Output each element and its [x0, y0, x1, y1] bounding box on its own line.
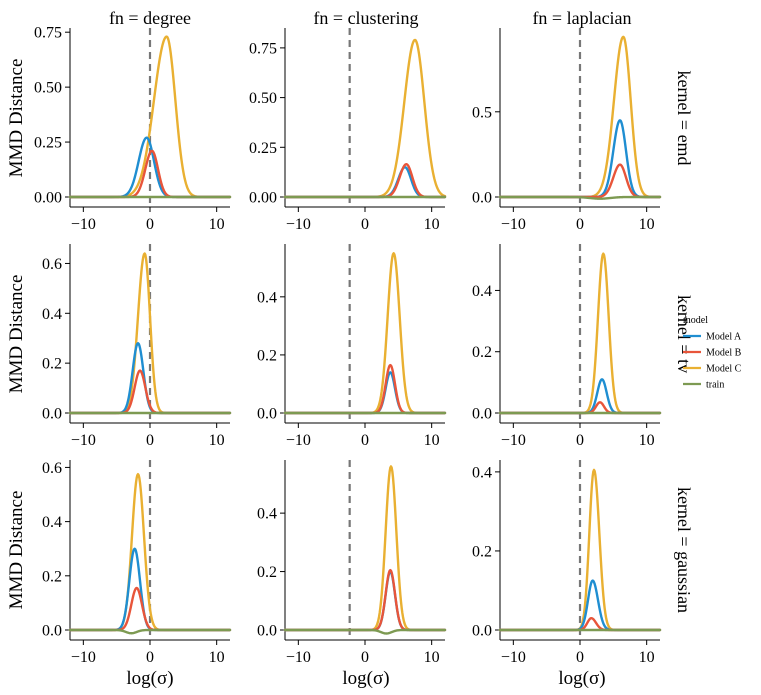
- panel-r2-c1-x-tick-label-1: 0: [146, 432, 154, 449]
- panel-r1-c2-y-tick-label-1: 0.25: [249, 140, 277, 157]
- panel-r2-c2-series-model-c: [283, 252, 447, 415]
- panel-r2-c2-y-tick-label-0: 0.0: [257, 406, 277, 423]
- panel-r1-c3-y-tick-label-1: 0.5: [472, 104, 492, 121]
- panel-r3-c2-series-model-c: [283, 465, 447, 632]
- panel-r2-c1-y-tick-label-2: 0.4: [42, 306, 62, 323]
- column-facet-label-clustering: fn = clustering: [313, 8, 418, 28]
- panel-r3-c1-y-tick-label-2: 0.4: [42, 514, 62, 531]
- panel-r3-c1-y-tick-label-1: 0.2: [42, 568, 62, 585]
- panel-r3-c1-x-tick-label-2: 10: [209, 649, 225, 666]
- x-axis-title-col-1: log(σ): [126, 668, 173, 689]
- panel-r2-c2: 0.0 0.2 0.4 −10 0 10: [257, 244, 447, 449]
- panel-r1-c2-y-tick-label-0: 0.00: [249, 190, 277, 207]
- panel-r2-c2-y-tick-label-1: 0.2: [257, 347, 277, 364]
- panel-r2-c1: 0.0 0.2 0.4 0.6 −10 0 10: [42, 244, 232, 449]
- legend-label-train: train: [706, 380, 724, 391]
- panel-r2-c1-y-tick-label-3: 0.6: [42, 256, 62, 273]
- panel-r3-c2-x-tick-label-1: 0: [361, 649, 369, 666]
- panel-r3-c1-y-tick-label-3: 0.6: [42, 460, 62, 477]
- panel-r1-c2-series-model-b: [283, 162, 447, 199]
- panel-r3-c1-x-tick-label-1: 0: [146, 649, 154, 666]
- row-facet-label-tv: kernel = tv: [674, 295, 694, 373]
- panel-r1-c2-series-model-c: [283, 38, 447, 199]
- row-facet-label-emd: kernel = emd: [674, 70, 694, 165]
- panel-r2-c2-x-tick-label-2: 10: [424, 432, 440, 449]
- panel-r1-c3-x-tick-label-0: −10: [501, 216, 526, 233]
- panel-r1-c2-series-model-a: [283, 165, 447, 199]
- y-axis-title-row-1: MMD Distance: [6, 59, 27, 178]
- x-axis-title-col-2: log(σ): [342, 668, 389, 689]
- panel-r2-c3: 0.0 0.2 0.4 −10 0 10: [472, 244, 662, 449]
- panel-r3-c1-y-tick-label-0: 0.0: [42, 623, 62, 640]
- panel-r2-c2-x-tick-label-1: 0: [361, 432, 369, 449]
- panel-r2-c3-series-model-a: [498, 378, 662, 415]
- panel-r2-c1-y-tick-label-1: 0.2: [42, 356, 62, 373]
- panels-group: 0.000.250.500.75−10 0 100.000.250.500.75−1…: [34, 25, 662, 666]
- panel-r2-c3-y-tick-label-2: 0.4: [472, 283, 492, 300]
- panel-r2-c3-x-tick-label-1: 0: [576, 432, 584, 449]
- panel-r1-c1-y-tick-label-2: 0.50: [34, 80, 62, 97]
- column-facet-label-degree: fn = degree: [109, 8, 191, 28]
- panel-r3-c3-x-tick-label-0: −10: [501, 649, 526, 666]
- panel-r1-c1-x-tick-label-1: 0: [146, 216, 154, 233]
- panel-r2-c2-y-tick-label-2: 0.4: [257, 289, 277, 306]
- panel-r1-c3: 0.0 0.5 −10 0 10: [472, 28, 662, 233]
- legend-label-model-a: Model A: [706, 332, 742, 343]
- panel-r3-c2-x-tick-label-2: 10: [424, 649, 440, 666]
- panel-r3-c3-x-tick-label-2: 10: [639, 649, 655, 666]
- panel-r1-c2-y-tick-label-2: 0.50: [249, 90, 277, 107]
- panel-r1-c3-y-tick-label-0: 0.0: [472, 190, 492, 207]
- panel-r3-c1: 0.0 0.2 0.4 0.6 −10 0 10: [42, 460, 232, 666]
- panel-r2-c3-y-tick-label-1: 0.2: [472, 344, 492, 361]
- panel-r1-c2-x-tick-label-2: 10: [424, 216, 440, 233]
- panel-r2-c3-x-tick-label-2: 10: [639, 432, 655, 449]
- panel-r2-c3-y-tick-label-0: 0.0: [472, 406, 492, 423]
- panel-r1-c2-x-tick-label-0: −10: [286, 216, 311, 233]
- panel-r3-c3-x-tick-label-1: 0: [576, 649, 584, 666]
- y-axis-title-row-3: MMD Distance: [6, 491, 27, 610]
- panel-r3-c1-series-train: [68, 628, 232, 635]
- row-facet-label-gaussian: kernel = gaussian: [674, 487, 694, 613]
- panel-r2-c3-x-tick-label-0: −10: [501, 432, 526, 449]
- panel-r1-c1-x-tick-label-2: 10: [209, 216, 225, 233]
- panel-r3-c3: 0.0 0.2 0.4 −10 0 10: [472, 460, 662, 666]
- panel-r1-c3-series-train: [498, 195, 662, 200]
- column-facet-label-laplacian: fn = laplacian: [532, 8, 631, 28]
- panel-r2-c2-series-model-a: [283, 371, 447, 415]
- panel-r3-c3-y-tick-label-0: 0.0: [472, 623, 492, 640]
- panel-r1-c2-x-tick-label-1: 0: [361, 216, 369, 233]
- panel-r3-c2: 0.0 0.2 0.4 −10 0 10: [257, 460, 447, 666]
- panel-r1-c1-y-tick-label-3: 0.75: [34, 25, 62, 42]
- legend-label-model-b: Model B: [706, 348, 742, 359]
- panel-r1-c2: 0.00 0.25 0.50 0.75 −10 0 10: [249, 28, 447, 233]
- legend-label-model-c: Model C: [706, 364, 742, 375]
- panel-r3-c3-y-tick-label-2: 0.4: [472, 464, 492, 481]
- legend-title: model: [683, 315, 708, 326]
- panel-r1-c2-y-tick-label-3: 0.75: [249, 40, 277, 57]
- y-axis-title-row-2: MMD Distance: [6, 275, 27, 394]
- panel-r3-c1-x-tick-label-0: −10: [71, 649, 96, 666]
- legend: model Model A Model B Model C train: [683, 315, 742, 391]
- panel-r1-c3-x-tick-label-1: 0: [576, 216, 584, 233]
- panel-r2-c2-series-model-b: [283, 363, 447, 415]
- panel-r2-c2-x-tick-label-0: −10: [286, 432, 311, 449]
- panel-r1-c1-y-tick-label-1: 0.25: [34, 135, 62, 152]
- panel-r2-c1-y-tick-label-0: 0.0: [42, 406, 62, 423]
- panel-r3-c2-series-model-b: [283, 568, 447, 632]
- panel-r3-c2-y-tick-label-1: 0.2: [257, 564, 277, 581]
- panel-r2-c1-x-tick-label-0: −10: [71, 432, 96, 449]
- panel-r1-c3-x-tick-label-2: 10: [639, 216, 655, 233]
- panel-r3-c2-series-model-a: [283, 570, 447, 632]
- panel-r1-c1-x-tick-label-0: −10: [71, 216, 96, 233]
- panel-r2-c1-x-tick-label-2: 10: [209, 432, 225, 449]
- panel-r3-c3-y-tick-label-1: 0.2: [472, 543, 492, 560]
- panel-r3-c2-x-tick-label-0: −10: [286, 649, 311, 666]
- panel-r3-c2-series-train: [283, 628, 447, 635]
- panel-r3-c2-y-tick-label-0: 0.0: [257, 623, 277, 640]
- panel-r3-c2-y-tick-label-2: 0.4: [257, 506, 277, 523]
- panel-r1-c1-y-tick-label-0: 0.00: [34, 190, 62, 207]
- panel-r1-c1: 0.00 0.25 0.50 0.75 −10 0 10: [34, 25, 232, 233]
- x-axis-title-col-3: log(σ): [558, 668, 605, 689]
